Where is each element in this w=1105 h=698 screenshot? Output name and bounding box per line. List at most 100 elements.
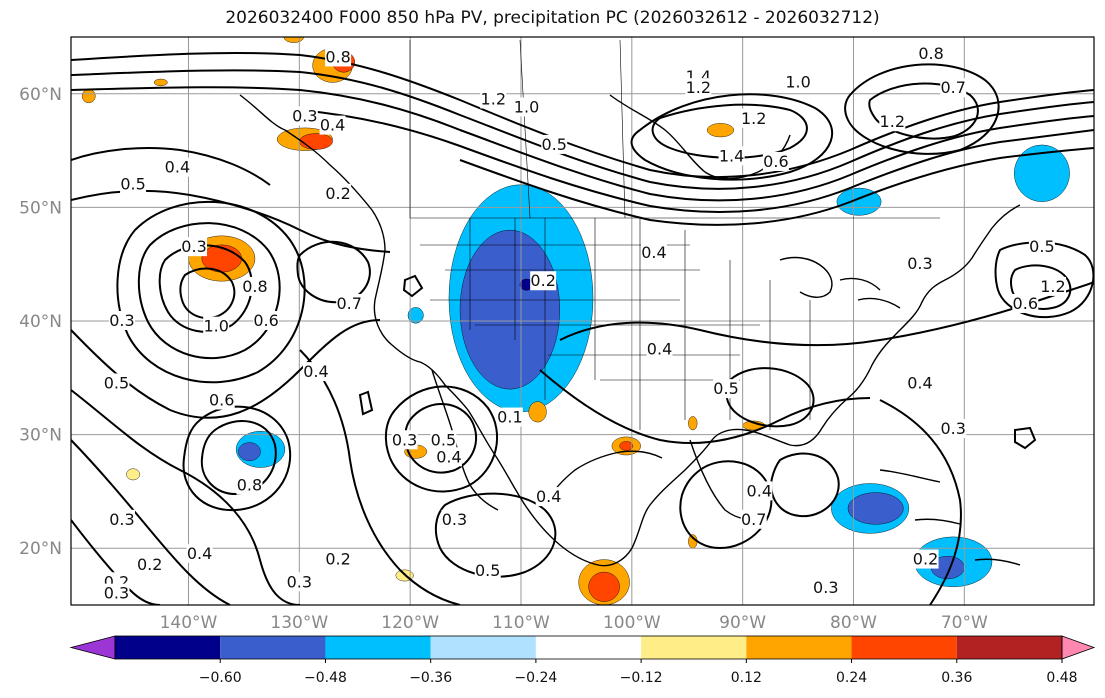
contour-label: 0.6 bbox=[763, 152, 788, 171]
contour-label-bg bbox=[1028, 237, 1055, 257]
precip-anomaly-region bbox=[153, 78, 168, 87]
contour-label-bg bbox=[441, 509, 468, 529]
colorbar-segment bbox=[115, 636, 221, 659]
contour-label: 0.3 bbox=[442, 510, 467, 529]
contour-label: 0.7 bbox=[336, 294, 361, 313]
contour-label-bg bbox=[325, 549, 352, 569]
contour-label: 0.8 bbox=[237, 476, 262, 495]
contour-label: 0.6 bbox=[1013, 294, 1038, 313]
contour-label-bg bbox=[302, 362, 329, 382]
contour-label-bg bbox=[474, 560, 501, 580]
contour-label: 0.4 bbox=[320, 116, 345, 135]
contour-label: 0.4 bbox=[907, 373, 932, 392]
contour-label-bg bbox=[713, 379, 740, 399]
precip-anomaly-region bbox=[847, 492, 904, 525]
longitude-labels: 140°W 130°W 120°W 110°W 100°W 90°W 80°W 70°W bbox=[160, 613, 988, 633]
longitude-label: 130°W bbox=[270, 613, 328, 633]
colorbar bbox=[69, 635, 1096, 660]
longitude-label: 110°W bbox=[492, 613, 550, 633]
contour-label-bg bbox=[785, 72, 812, 92]
contour-label: 0.3 bbox=[109, 510, 134, 529]
colorbar-tick-label: 0.12 bbox=[731, 670, 762, 686]
colorbar-extend-high bbox=[1061, 635, 1096, 660]
contour-label-bg bbox=[236, 475, 263, 495]
contour-label-bg bbox=[918, 44, 945, 64]
contour-label: 0.8 bbox=[242, 277, 267, 296]
colorbar-segment bbox=[325, 636, 431, 659]
contour-label-bg bbox=[535, 487, 562, 507]
contour-label: 0.5 bbox=[713, 379, 738, 398]
contour-label-bg bbox=[906, 373, 933, 393]
contour-label-bg bbox=[164, 157, 191, 177]
colorbar-extend-low bbox=[69, 635, 116, 660]
coastline-borders bbox=[239, 94, 1021, 567]
contour-label: 0.3 bbox=[392, 430, 417, 449]
contour-label: 0.4 bbox=[747, 481, 772, 500]
contour-label: 0.2 bbox=[325, 550, 350, 569]
contour-label: 0.5 bbox=[431, 430, 456, 449]
contour-label: 1.2 bbox=[880, 112, 905, 131]
contour-label-bg bbox=[718, 146, 745, 166]
contour-label: 0.3 bbox=[292, 107, 317, 126]
contour-label: 0.4 bbox=[536, 487, 561, 506]
colorbar-tick-label: −0.12 bbox=[620, 670, 663, 686]
contour-label-bg bbox=[513, 97, 540, 117]
latitude-label: 50°N bbox=[19, 198, 62, 218]
contour-label-bg bbox=[336, 293, 363, 313]
contour-label: 1.0 bbox=[785, 72, 810, 91]
precip-anomaly-region bbox=[619, 441, 634, 451]
contour-label: 0.3 bbox=[813, 578, 838, 597]
precip-anomaly-region bbox=[299, 133, 333, 150]
contour-label: 0.3 bbox=[104, 584, 129, 603]
colorbar-tick-label: 0.24 bbox=[836, 670, 867, 686]
precip-anomaly-region bbox=[81, 89, 96, 104]
contour-label-bg bbox=[286, 572, 313, 592]
precip-anomaly-region bbox=[238, 442, 261, 461]
precip-anomaly-region bbox=[706, 123, 734, 138]
colorbar-tick-label: 0.36 bbox=[941, 670, 972, 686]
contour-label-bg bbox=[812, 577, 839, 597]
contour-label-bg bbox=[291, 106, 318, 126]
contour-label-bg bbox=[740, 108, 767, 128]
contour-label-bg bbox=[208, 390, 235, 410]
contour-labels: 0.8 0.81.41.2 1.01.2 1.01.20.3 0.40.51.4 0.60… bbox=[103, 44, 1066, 603]
contour-label: 0.8 bbox=[325, 47, 350, 66]
latitude-label: 60°N bbox=[19, 85, 62, 105]
longitude-label: 120°W bbox=[381, 613, 439, 633]
colorbar-segment bbox=[851, 636, 957, 659]
longitude-label: 80°W bbox=[830, 613, 877, 633]
contour-label: 0.2 bbox=[913, 550, 938, 569]
contour-label: 0.6 bbox=[209, 391, 234, 410]
latitude-label: 30°N bbox=[19, 426, 62, 446]
chart-title: 2026032400 F000 850 hPa PV, precipitatio… bbox=[225, 8, 880, 28]
contour-label: 1.0 bbox=[203, 317, 228, 336]
longitude-label: 70°W bbox=[941, 613, 988, 633]
precip-anomaly-region bbox=[588, 571, 620, 602]
precip-anomaly-region bbox=[688, 416, 698, 431]
colorbar-tick-label: −0.60 bbox=[199, 670, 242, 686]
contour-label: 0.8 bbox=[918, 44, 943, 63]
contour-label-bg bbox=[530, 271, 557, 291]
contour-label-bg bbox=[253, 311, 280, 330]
contour-label-bg bbox=[646, 339, 673, 359]
contour-label: 0.3 bbox=[181, 237, 206, 256]
contour-label-bg bbox=[136, 555, 163, 575]
contour-label-bg bbox=[480, 89, 507, 109]
precip-anomaly-region bbox=[528, 401, 547, 423]
contour-label: 0.3 bbox=[109, 311, 134, 330]
contour-label-bg bbox=[435, 447, 462, 467]
contour-label-bg bbox=[912, 549, 939, 569]
contour-label-bg bbox=[181, 237, 208, 257]
latitude-labels: 60°N 50°N 40°N 30°N 20°N bbox=[19, 85, 62, 559]
contour-label-bg bbox=[241, 276, 268, 296]
contour-label: 0.1 bbox=[497, 408, 522, 427]
contour-label: 1.4 bbox=[719, 146, 744, 165]
contour-label: 1.2 bbox=[741, 109, 766, 128]
contour-label-bg bbox=[186, 543, 213, 563]
longitude-label: 100°W bbox=[603, 613, 661, 633]
contour-label: 0.5 bbox=[120, 175, 145, 194]
precip-anomaly-region bbox=[283, 37, 304, 43]
longitude-label: 140°W bbox=[160, 613, 218, 633]
contour-label-bg bbox=[685, 78, 712, 98]
